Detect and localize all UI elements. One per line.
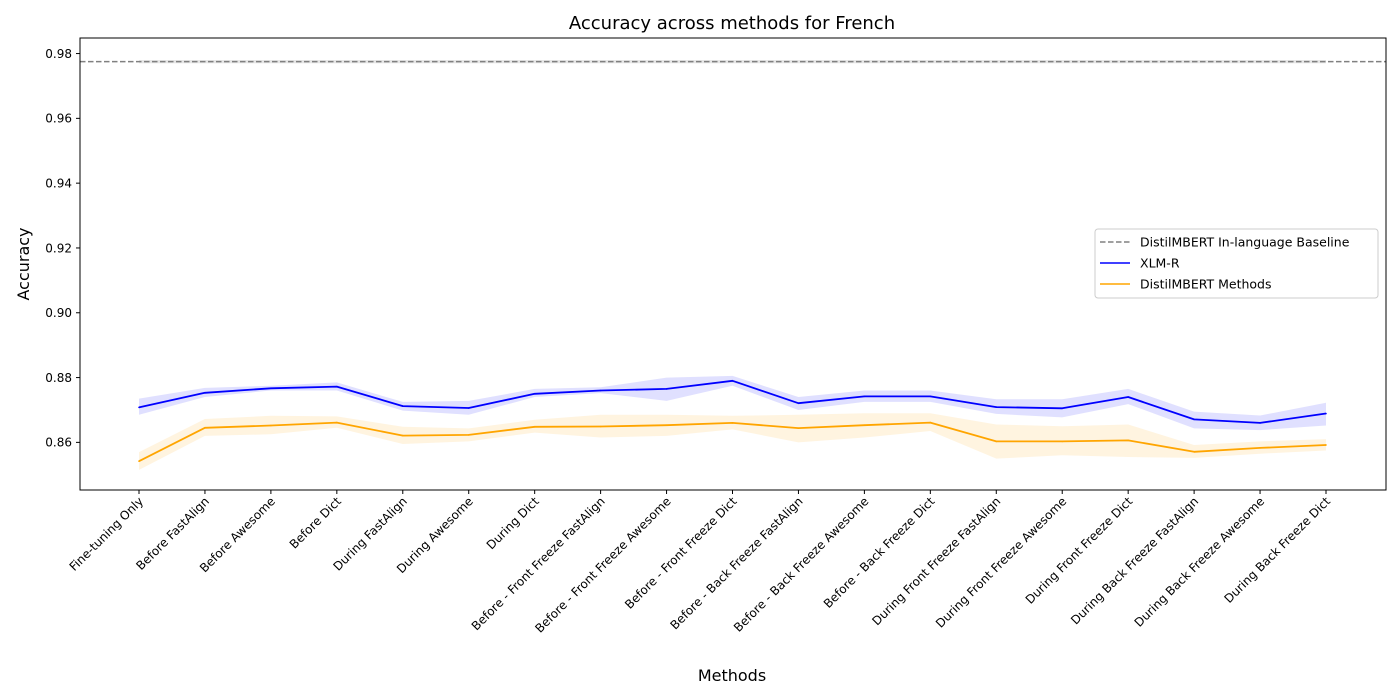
- y-tick-label: 0.94: [45, 176, 72, 190]
- data-point: [1259, 447, 1261, 449]
- data-point: [401, 405, 404, 407]
- data-point: [929, 395, 932, 398]
- data-point: [467, 407, 470, 409]
- y-axis-label: Accuracy: [14, 227, 33, 300]
- y-tick-label: 0.98: [45, 47, 72, 61]
- y-tick-label: 0.88: [45, 371, 72, 385]
- data-point: [533, 426, 536, 428]
- data-point: [1325, 444, 1327, 446]
- data-point: [270, 424, 272, 427]
- x-tick-label: Before - Front Freeze Dict: [622, 494, 740, 612]
- data-point: [665, 388, 668, 390]
- data-point: [863, 424, 866, 426]
- data-point: [797, 402, 800, 404]
- data-point: [204, 426, 206, 429]
- x-tick-label: Before - Back Freeze Dict: [821, 494, 938, 611]
- y-tick-label: 0.96: [45, 112, 72, 126]
- data-point: [1127, 439, 1129, 442]
- x-tick-label: Before - Front Freeze FastAlign: [469, 494, 608, 633]
- y-tick-label: 0.92: [45, 241, 72, 255]
- legend-label-baseline: DistilMBERT In-language Baseline: [1140, 235, 1350, 250]
- y-axis: 0.86 0.88 0.90 0.92 0.94 0.96 0.98: [45, 47, 80, 450]
- x-tick-label: Before - Front Freeze Awesome: [532, 494, 673, 635]
- y-tick-label: 0.86: [45, 436, 72, 450]
- data-point: [995, 440, 998, 443]
- x-tick-label: Before Dict: [287, 494, 344, 551]
- x-tick-label: Before - Back Freeze Awesome: [731, 494, 871, 634]
- data-point: [797, 427, 800, 429]
- legend: DistilMBERT In-language Baseline XLM-R D…: [1094, 228, 1379, 299]
- data-point: [336, 421, 338, 424]
- x-tick-label: During Front Freeze Dict: [1023, 494, 1136, 607]
- data-point: [1061, 440, 1064, 443]
- data-point: [401, 434, 404, 437]
- x-tick-label: During Back Freeze Awesome: [1132, 494, 1268, 630]
- series-lines: [80, 60, 1386, 463]
- x-tick-label: During Front Freeze Awesome: [933, 494, 1069, 630]
- x-tick-label: During Dict: [484, 494, 542, 552]
- data-point: [1193, 450, 1195, 453]
- data-point: [665, 424, 668, 426]
- data-point: [731, 422, 734, 424]
- data-point: [995, 406, 998, 408]
- x-tick-label: Before - Back Freeze FastAlign: [667, 494, 805, 632]
- data-point: [1127, 396, 1129, 398]
- data-point: [1061, 407, 1064, 410]
- x-axis-label: Methods: [698, 666, 766, 685]
- y-tick-label: 0.90: [45, 306, 72, 320]
- x-tick-label: During Front Freeze FastAlign: [869, 494, 1003, 628]
- data-point: [467, 434, 470, 436]
- x-tick-label: During Back Freeze FastAlign: [1068, 494, 1201, 627]
- data-point: [138, 460, 140, 462]
- data-point: [1259, 422, 1261, 424]
- legend-label-distilmbert: DistilMBERT Methods: [1140, 277, 1272, 292]
- data-point: [138, 406, 140, 409]
- data-point: [599, 389, 602, 392]
- data-point: [270, 387, 272, 390]
- data-point: [336, 385, 338, 388]
- data-point: [1193, 418, 1195, 421]
- data-point: [731, 380, 734, 382]
- data-point: [533, 392, 536, 395]
- data-point: [929, 421, 932, 424]
- ci-band-series-1: [139, 413, 1326, 470]
- data-point: [204, 391, 206, 394]
- chart-title: Accuracy across methods for French: [569, 13, 895, 34]
- legend-label-xlmr: XLM-R: [1140, 256, 1180, 271]
- data-point: [599, 425, 602, 428]
- legend-frame: [1094, 228, 1379, 299]
- data-point: [863, 395, 866, 398]
- data-point: [1325, 412, 1327, 415]
- x-tick-label: During Back Freeze Dict: [1221, 494, 1333, 606]
